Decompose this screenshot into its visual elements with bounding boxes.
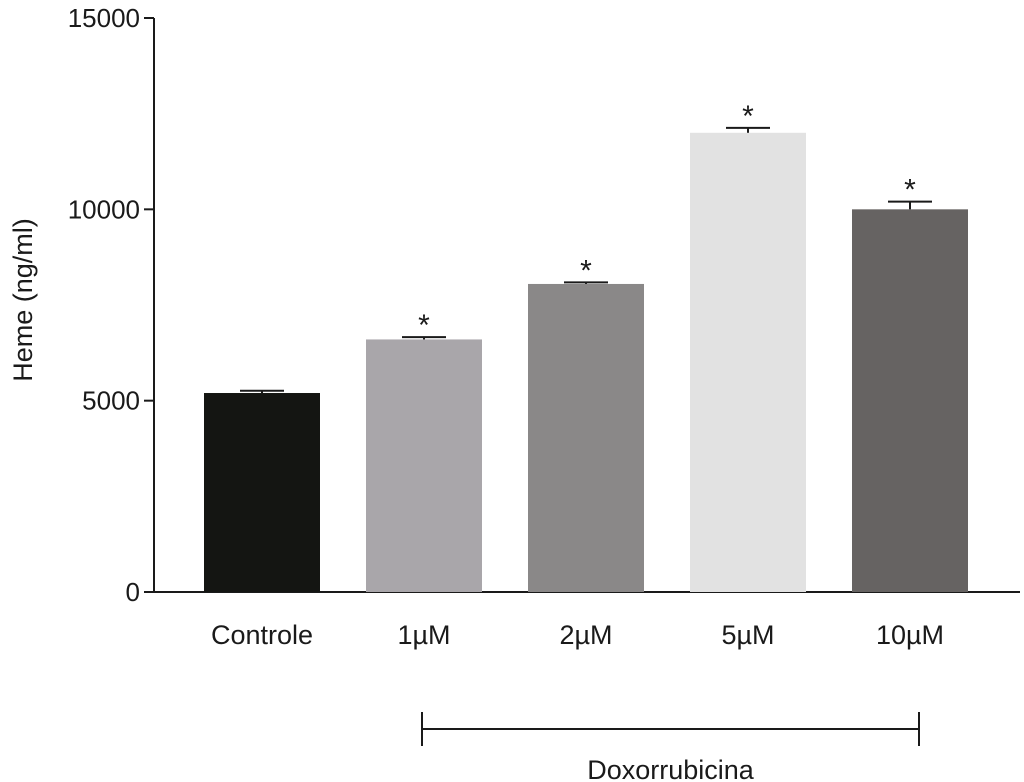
bar — [852, 209, 968, 593]
x-tick-label: 2µM — [559, 620, 612, 650]
bar — [690, 132, 806, 593]
significance-marker: * — [418, 309, 430, 342]
y-axis-label: Heme (ng/ml) — [8, 218, 38, 382]
x-tick-label: 1µM — [397, 620, 450, 650]
bar — [528, 283, 644, 592]
plot-area: 0 5000 10000 15000 Controle * 1µM * 2µM * 5µM * 10µM… — [68, 3, 1020, 782]
x-tick-label: Controle — [211, 620, 313, 650]
x-tick-label: 10µM — [876, 620, 944, 650]
significance-marker: * — [904, 174, 916, 207]
bar — [204, 393, 320, 592]
y-tick-label: 0 — [126, 577, 140, 607]
significance-marker: * — [580, 254, 592, 287]
significance-marker: * — [742, 100, 754, 133]
group-label: Doxorrubicina — [587, 755, 755, 782]
y-tick-label: 5000 — [82, 386, 140, 416]
y-tick-label: 15000 — [68, 3, 140, 33]
y-tick-label: 10000 — [68, 194, 140, 224]
bar — [366, 339, 482, 592]
x-tick-label: 5µM — [721, 620, 774, 650]
